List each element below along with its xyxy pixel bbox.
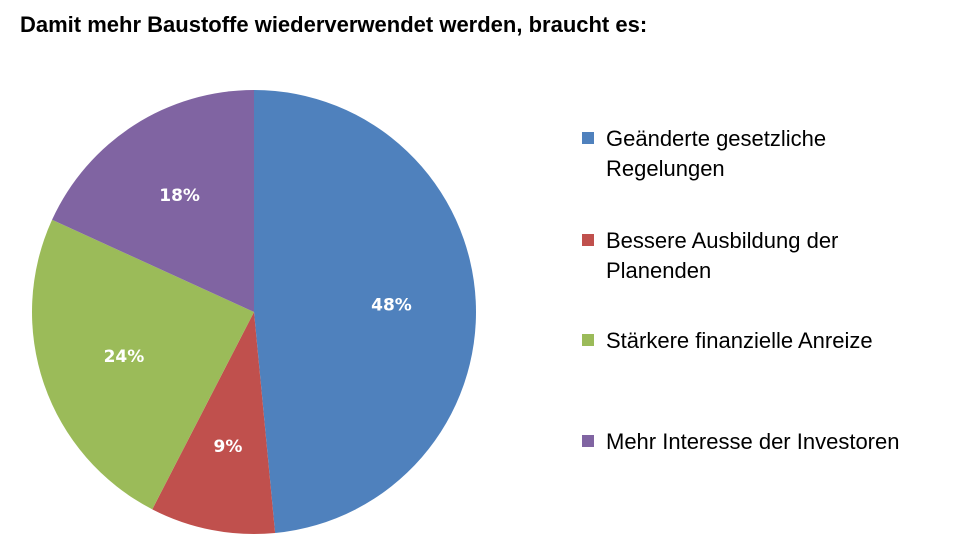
data-label-ausbildung-planenden: 9% [214, 437, 243, 457]
pie-slice-ausbildung-planenden [152, 312, 276, 534]
legend-swatch-gesetzliche-regelungen [582, 132, 594, 144]
legend-swatch-ausbildung-planenden [582, 234, 594, 246]
legend-swatch-finanzielle-anreize [582, 334, 594, 346]
pie-slice-interesse-investoren [52, 90, 254, 312]
data-label-interesse-investoren: 18% [159, 186, 200, 206]
pie-slice-gesetzliche-regelungen [254, 90, 476, 533]
legend-label-interesse-investoren: Mehr Interesse der Investoren [606, 429, 900, 454]
pie-slice-finanzielle-anreize [31, 219, 254, 510]
legend-swatch-interesse-investoren [582, 435, 594, 447]
legend-label-ausbildung-planenden: Bessere Ausbildung der Planenden [606, 228, 839, 283]
legend-label-gesetzliche-regelungen: Geänderte gesetzliche Regelungen [606, 126, 827, 181]
legend-label-finanzielle-anreize: Stärkere finanzielle Anreize [606, 328, 873, 353]
data-label-gesetzliche-regelungen: 48% [371, 295, 412, 315]
chart-title: Damit mehr Baustoffe wiederverwendet wer… [20, 12, 648, 37]
data-label-finanzielle-anreize: 24% [104, 347, 145, 367]
